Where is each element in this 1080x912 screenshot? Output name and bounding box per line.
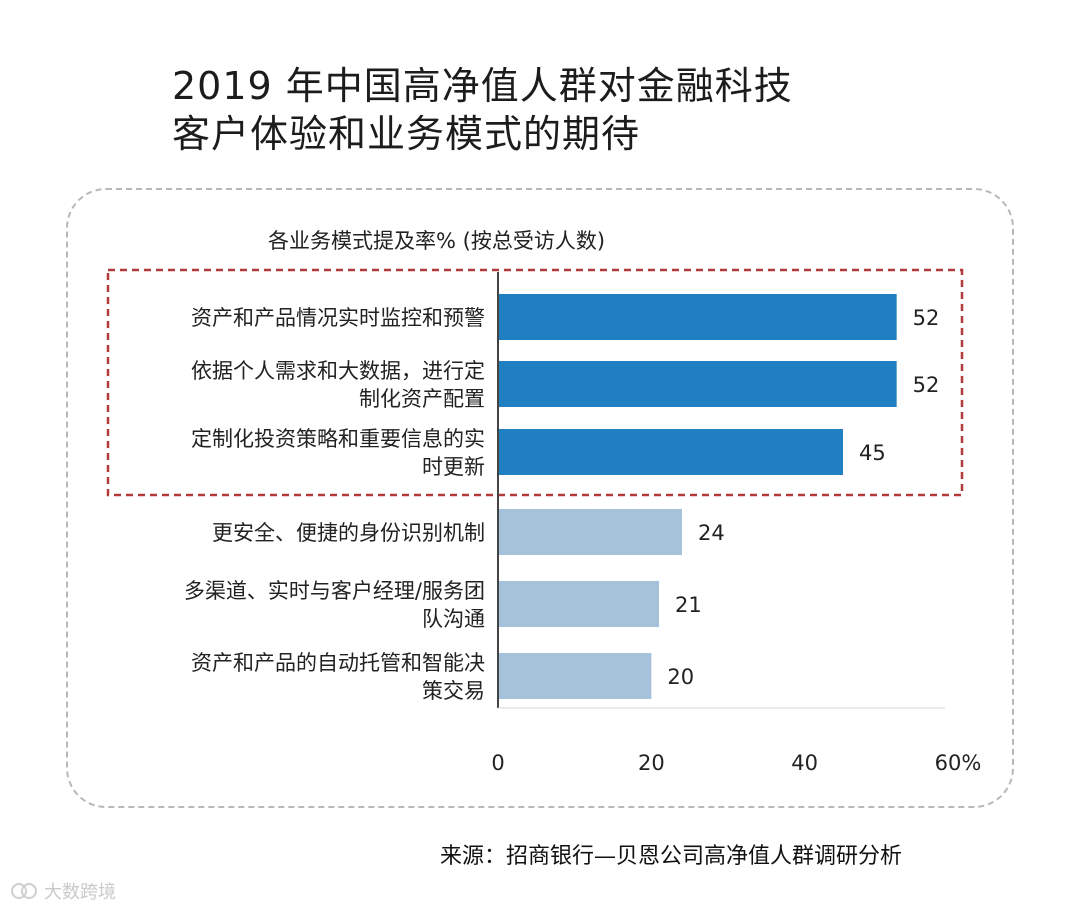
value-label: 20 [667,665,694,689]
category-label: 多渠道、实时与客户经理/服务团 [184,579,485,603]
category-label: 定制化投资策略和重要信息的实 [191,427,485,451]
value-label: 24 [698,521,725,545]
highlight-box [106,268,964,497]
bar [498,361,897,407]
x-tick-label: 0 [491,751,504,775]
title-line-2: 客户体验和业务模式的期待 [172,112,641,156]
category-label: 资产和产品的自动托管和智能决 [191,651,485,675]
bar [498,581,659,627]
chart-subtitle: 各业务模式提及率% (按总受访人数) [268,229,605,253]
value-label: 52 [913,373,940,397]
category-label: 资产和产品情况实时监控和预警 [191,306,485,330]
watermark-logo-icon [11,883,37,899]
value-label: 45 [859,441,886,465]
category-label: 制化资产配置 [359,387,485,411]
value-label: 21 [675,593,702,617]
x-tick-label: 40 [791,751,818,775]
x-tick-label: 20 [638,751,665,775]
category-label: 依据个人需求和大数据，进行定 [191,359,485,383]
bar [498,509,682,555]
category-label: 时更新 [422,455,485,479]
x-tick-label: 60% [935,751,982,775]
bar [498,429,843,475]
chart-frame [66,188,1014,808]
category-label: 队沟通 [422,607,485,631]
watermark-text: 大数跨境 [44,882,116,903]
source-note: 来源：招商银行—贝恩公司高净值人群调研分析 [440,844,903,869]
bar [498,294,897,340]
title-line-1: 2019 年中国高净值人群对金融科技 [172,64,793,108]
category-label: 更安全、便捷的身份识别机制 [212,521,485,545]
watermark: 大数跨境 [10,878,116,904]
category-label: 策交易 [422,679,485,703]
value-label: 52 [913,306,940,330]
bar [498,653,652,699]
chart-title: 2019 年中国高净值人群对金融科技 客户体验和业务模式的期待 [172,62,1032,158]
